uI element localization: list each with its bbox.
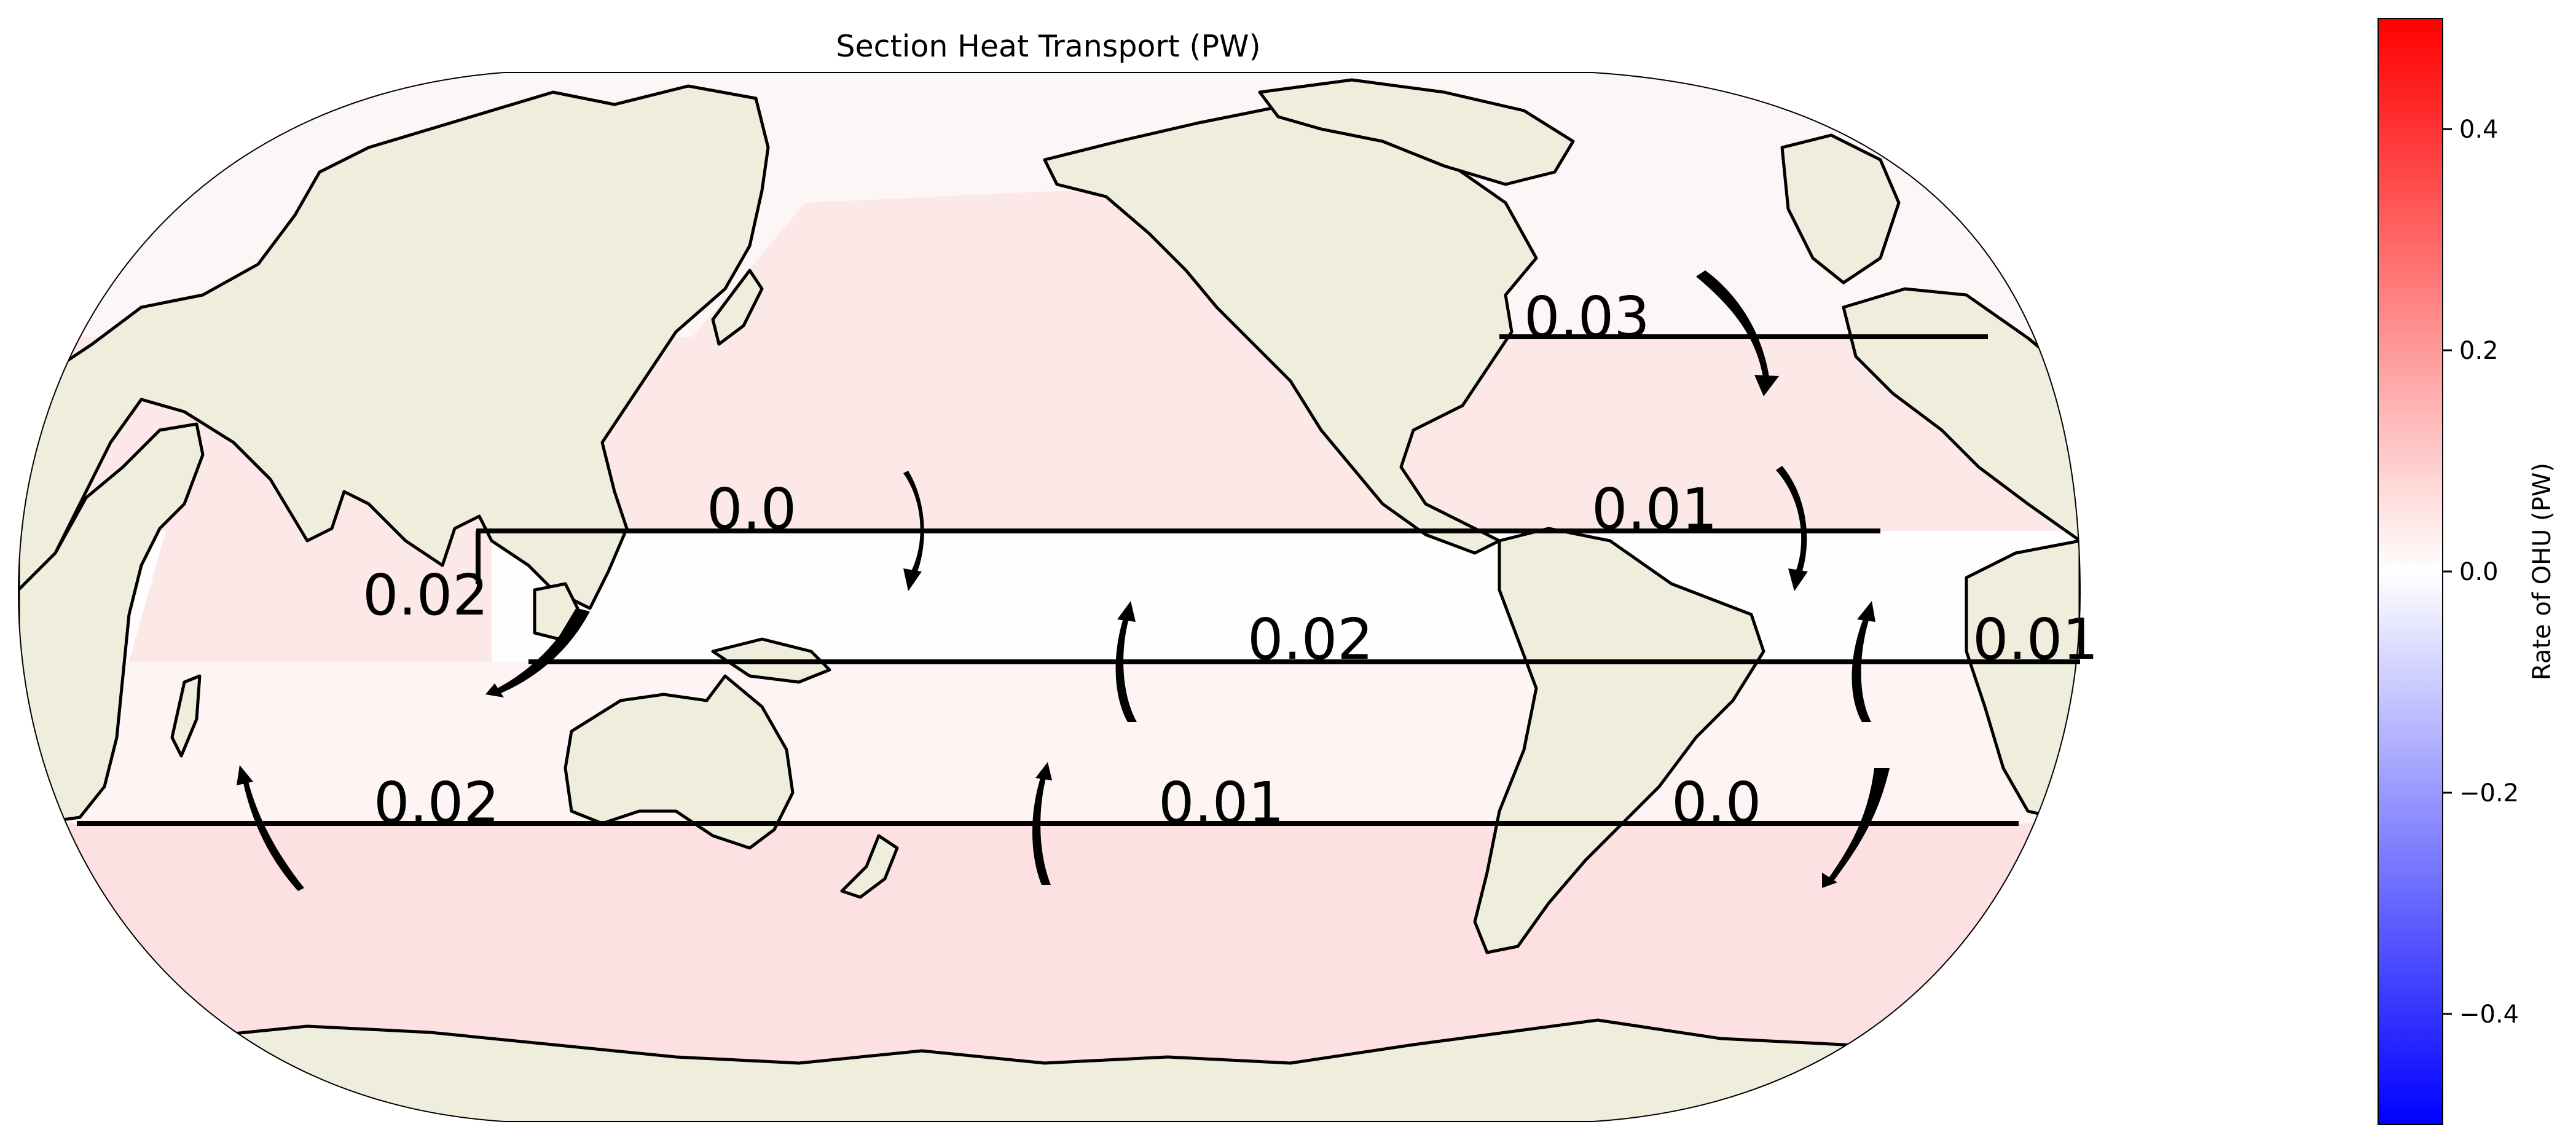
arrow-north-atlantic [1696, 270, 1779, 396]
chart-title: Section Heat Transport (PW) [836, 29, 1260, 64]
land-new-zealand [840, 834, 899, 899]
label-atlantic-10n: 0.01 [1592, 476, 1718, 542]
label-pacific-15s: 0.02 [1247, 607, 1373, 672]
land-africa [18, 422, 205, 825]
arrow-indian-30s [237, 765, 304, 891]
arrow-atlantic-30s [1822, 768, 1890, 888]
ocean-band-15s-to-30s [18, 662, 2080, 823]
label-pacific-30s: 0.01 [1158, 770, 1284, 836]
colorbar-tick-label: −0.4 [2459, 1000, 2519, 1029]
land-canada-arctic [1258, 78, 1575, 186]
label-indian-30s: 0.02 [374, 770, 500, 836]
land-africa-east-tip [1965, 539, 2080, 825]
colorbar-tick-label: 0.4 [2459, 116, 2499, 144]
label-pacific-10n: 0.0 [707, 476, 796, 542]
land-australia [564, 674, 795, 850]
label-atlantic-30s: 0.0 [1671, 770, 1761, 836]
land-madagascar [170, 674, 202, 758]
label-indonesia-throughflow: 0.02 [363, 562, 489, 628]
colorbar: 0.4 0.2 0.0 −0.2 −0.4 Rate of OHU (PW) [2378, 18, 2556, 1125]
label-north-atlantic-26n: 0.03 [1524, 285, 1650, 350]
colorbar-label: Rate of OHU (PW) [2528, 463, 2556, 680]
land-south-america [1473, 527, 1765, 954]
map-boundary [17, 72, 2081, 1122]
label-atlantic-15s: 0.01 [1973, 607, 2099, 672]
land-europe-east [1842, 287, 2080, 543]
arrow-atlantic-15s [1852, 601, 1875, 722]
land-greenland [1780, 133, 1901, 285]
colorbar-gradient [2378, 18, 2443, 1125]
arrow-indonesia [485, 608, 590, 697]
arrow-pacific-30s [1032, 762, 1052, 885]
arrow-atlantic-10n [1776, 466, 1808, 591]
colorbar-ticks [2443, 128, 2452, 1015]
world-map: 0.03 0.0 0.01 0.02 0.02 0.01 0.02 0.01 0… [17, 72, 2099, 1122]
colorbar-tick-label: 0.0 [2459, 558, 2499, 586]
land-eurasia [18, 84, 770, 610]
colorbar-tick-label: −0.2 [2459, 779, 2519, 807]
colorbar-tick-label: 0.2 [2459, 337, 2499, 365]
arrow-pacific-15s [1115, 601, 1137, 722]
land-japan [711, 269, 764, 346]
arrow-pacific-10n [903, 471, 924, 591]
